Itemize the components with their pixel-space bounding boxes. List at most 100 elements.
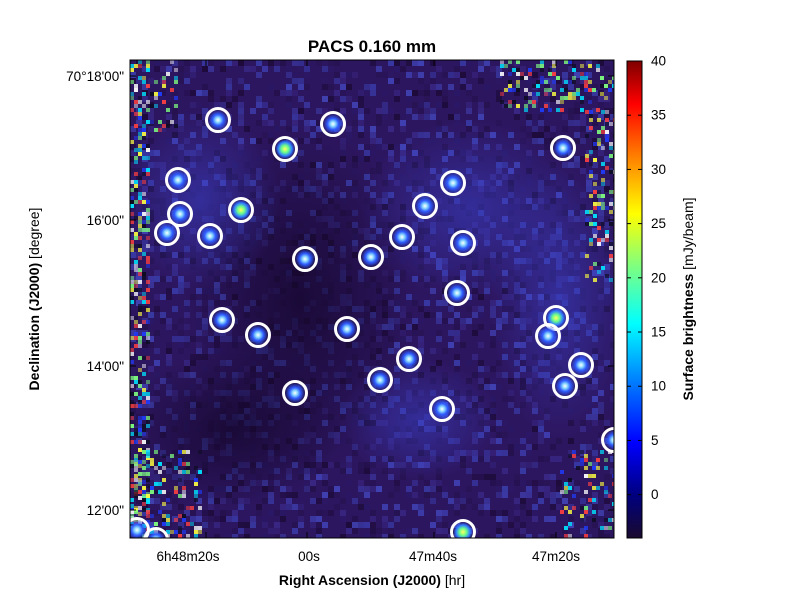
- point-source: [245, 322, 271, 348]
- source-emission: [392, 227, 412, 247]
- source-circle-marker: [550, 135, 576, 161]
- y-axis-title: Declination (J2000) [degree]: [26, 208, 42, 391]
- source-emission: [538, 326, 558, 346]
- edge-noise: [130, 60, 614, 538]
- source-emission: [285, 383, 305, 403]
- point-source: [440, 170, 466, 196]
- point-source: [154, 220, 180, 246]
- source-emission: [399, 349, 419, 369]
- source-emission: [555, 376, 575, 396]
- source-emission: [323, 114, 343, 134]
- source-emission: [231, 200, 251, 220]
- y-tick-label: 70°18'00": [66, 69, 124, 84]
- source-circle-marker: [282, 380, 308, 406]
- source-emission: [275, 139, 295, 159]
- point-source: [130, 517, 150, 538]
- point-source: [320, 111, 346, 137]
- colorbar-tick-label: 15: [651, 325, 666, 340]
- source-circle-marker: [228, 197, 254, 223]
- point-source: [568, 352, 594, 378]
- source-circle-marker: [205, 107, 231, 133]
- source-emission: [157, 223, 177, 243]
- source-emission: [200, 226, 220, 246]
- source-emission: [168, 170, 188, 190]
- y-tick-label: 14'00": [87, 359, 125, 374]
- source-circle-marker: [245, 322, 271, 348]
- source-emission: [546, 308, 566, 328]
- map-frame: [129, 59, 615, 539]
- source-circle-marker: [450, 230, 476, 256]
- source-emission: [146, 530, 166, 538]
- source-circle-marker: [320, 111, 346, 137]
- source-circle-marker: [197, 223, 223, 249]
- point-source: [552, 373, 578, 399]
- source-emission: [170, 204, 190, 224]
- point-source: [601, 427, 614, 453]
- point-source: [444, 280, 470, 306]
- source-emission: [212, 310, 232, 330]
- source-circle-marker: [358, 244, 384, 270]
- point-source: [167, 201, 193, 227]
- x-axis-title: Right Ascension (J2000) [hr]: [279, 572, 465, 588]
- source-emission: [443, 173, 463, 193]
- source-emission: [453, 522, 473, 538]
- point-source: [228, 197, 254, 223]
- colorbar-tick-label: 40: [651, 54, 666, 69]
- y-tick-label: 12'00": [87, 503, 125, 518]
- sky-map-image: [130, 60, 614, 538]
- source-circle-marker: [601, 427, 614, 453]
- point-source: [358, 244, 384, 270]
- point-source: [450, 230, 476, 256]
- source-circle-marker: [272, 136, 298, 162]
- colorbar-tick-label: 35: [651, 108, 666, 123]
- source-emission: [337, 319, 357, 339]
- point-source: [205, 107, 231, 133]
- point-source: [272, 136, 298, 162]
- source-circle-marker: [535, 323, 561, 349]
- y-tick-label: 16'00": [87, 213, 125, 228]
- source-circle-marker: [209, 307, 235, 333]
- source-emission: [370, 370, 390, 390]
- source-circle-marker: [552, 373, 578, 399]
- point-source: [389, 224, 415, 250]
- colorbar-ticks: 40 35 30 25 20 15 10 5 0: [627, 54, 666, 502]
- point-source: [367, 367, 393, 393]
- y-tick-marks: [130, 75, 614, 511]
- diffuse-emission: [340, 360, 500, 480]
- source-circle-marker: [396, 346, 422, 372]
- point-source: [143, 527, 169, 538]
- source-circle-marker: [450, 519, 476, 538]
- point-sources: [130, 107, 614, 538]
- point-source: [334, 316, 360, 342]
- source-circle-marker: [412, 193, 438, 219]
- point-source: [292, 246, 318, 272]
- source-emission: [432, 399, 452, 419]
- colorbar-tick-label: 10: [651, 379, 666, 394]
- source-circle-marker: [444, 280, 470, 306]
- source-circle-marker: [367, 367, 393, 393]
- source-circle-marker: [389, 224, 415, 250]
- x-tick-label: 00s: [298, 549, 320, 564]
- point-source: [209, 307, 235, 333]
- colorbar-title: Surface brightness [mJy/beam]: [680, 197, 696, 400]
- source-circle-marker: [568, 352, 594, 378]
- source-circle-marker: [130, 517, 150, 538]
- colorbar-tick-label: 30: [651, 162, 666, 177]
- source-circle-marker: [440, 170, 466, 196]
- colorbar-tick-label: 20: [651, 270, 666, 285]
- source-emission: [415, 196, 435, 216]
- colorbar-tick-label: 0: [651, 487, 659, 502]
- source-emission: [361, 247, 381, 267]
- colorbar: [626, 60, 643, 539]
- source-circle-marker: [334, 316, 360, 342]
- source-circle-marker: [165, 167, 191, 193]
- x-tick-label: 47m20s: [532, 549, 580, 564]
- plot-title: PACS 0.160 mm: [308, 37, 436, 56]
- colorbar-tick-label: 5: [651, 433, 659, 448]
- colorbar-tick-label: 25: [651, 216, 666, 231]
- source-circle-marker: [167, 201, 193, 227]
- source-emission: [208, 110, 228, 130]
- source-emission: [553, 138, 573, 158]
- source-circle-marker: [154, 220, 180, 246]
